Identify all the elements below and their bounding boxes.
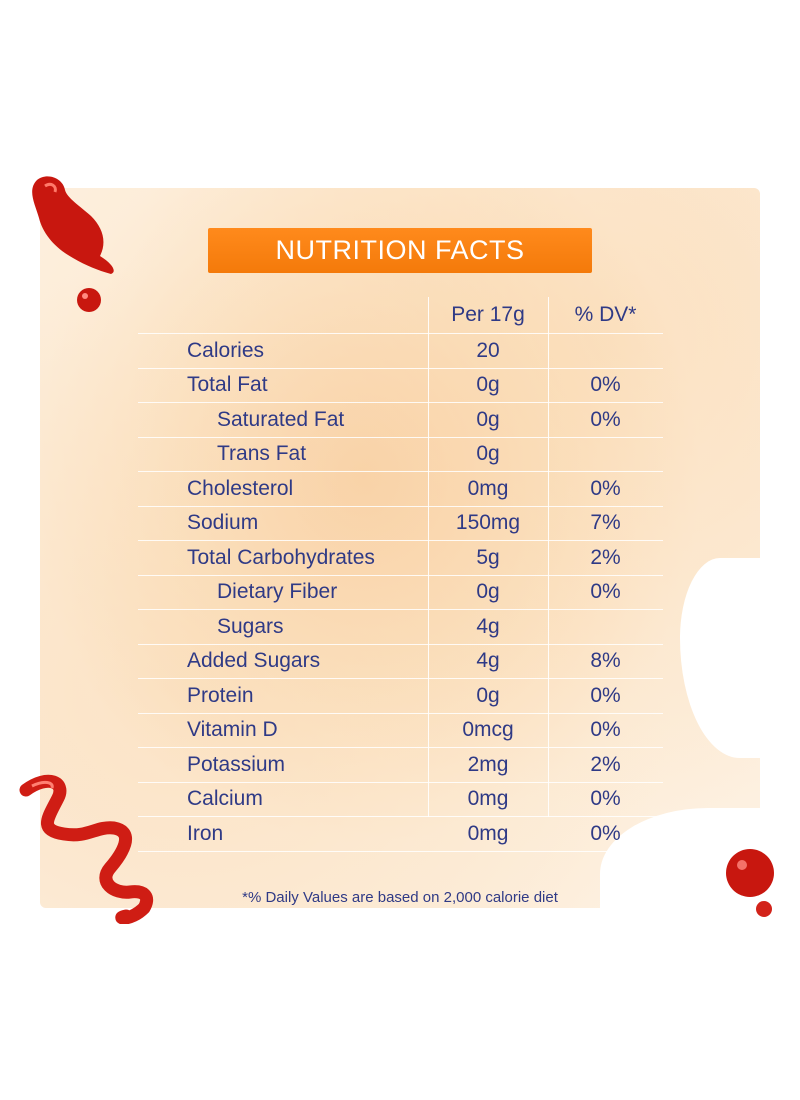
amount-per-serving: 0g [476, 442, 500, 466]
nutrient-name: Calories [187, 338, 265, 362]
table-row: Sodium 150mg 7% [138, 507, 663, 541]
table-row: Iron 0mg 0% [138, 817, 663, 852]
amount-per-serving: 0mcg [462, 718, 514, 742]
background-cutout [680, 558, 780, 758]
amount-per-serving: 4g [476, 649, 500, 673]
column-divider [428, 297, 429, 817]
daily-value-percent: 0% [590, 476, 621, 500]
nutrient-name: Protein [187, 683, 254, 707]
table-row: Vitamin D 0mcg 0% [138, 714, 663, 748]
amount-per-serving: 0mg [467, 821, 509, 845]
table-row: Dietary Fiber 0g 0% [138, 576, 663, 610]
column-divider [548, 297, 549, 817]
nutrient-name: Vitamin D [187, 718, 278, 742]
ketchup-squiggle [19, 774, 154, 924]
table-row: Sugars 4g [138, 610, 663, 645]
daily-value-percent: 8% [590, 649, 621, 673]
amount-per-serving: 150mg [455, 511, 521, 535]
footnote: *% Daily Values are based on 2,000 calor… [242, 889, 558, 906]
table-row: Saturated Fat 0g 0% [138, 403, 663, 438]
nutrient-name: Total Carbohydrates [187, 545, 375, 569]
table-row: Calcium 0mg 0% [138, 783, 663, 817]
header-daily-value: % DV* [574, 303, 637, 326]
watercolor-background [40, 188, 780, 918]
daily-value-percent: 0% [590, 821, 621, 845]
daily-value-percent: 0% [590, 718, 621, 742]
table-row: Total Fat 0g 0% [138, 369, 663, 403]
ketchup-drop-right [726, 849, 774, 917]
table-row: Added Sugars 4g 8% [138, 645, 663, 679]
amount-per-serving: 0g [476, 373, 500, 397]
nutrient-name: Dietary Fiber [217, 580, 338, 604]
table-header-row: Per 17g % DV* [138, 297, 663, 334]
amount-per-serving: 0g [476, 580, 500, 604]
header-per-serving: Per 17g [451, 303, 525, 326]
nutrient-name: Added Sugars [187, 649, 321, 673]
amount-per-serving: 0mg [467, 787, 509, 811]
daily-value-percent: 0% [590, 407, 621, 431]
nutrient-name: Trans Fat [217, 442, 307, 466]
daily-value-percent: 2% [590, 752, 621, 776]
nutrient-name: Sugars [217, 614, 284, 638]
nutrient-name: Total Fat [187, 373, 268, 397]
nutrient-name: Saturated Fat [217, 407, 345, 431]
amount-per-serving: 2mg [467, 752, 509, 776]
amount-per-serving: 5g [476, 545, 500, 569]
ketchup-splat-top-left [32, 176, 114, 312]
table-row: Protein 0g 0% [138, 679, 663, 714]
table-row: Potassium 2mg 2% [138, 748, 663, 783]
nutrient-name: Potassium [187, 752, 286, 776]
daily-value-percent: 0% [590, 787, 621, 811]
daily-value-percent: 2% [590, 545, 621, 569]
table-row: Cholesterol 0mg 0% [138, 472, 663, 507]
nutrient-name: Sodium [187, 511, 259, 535]
nutrient-name: Cholesterol [187, 476, 294, 500]
table-row: Trans Fat 0g [138, 438, 663, 472]
nutrient-name: Iron [187, 821, 224, 845]
amount-per-serving: 4g [476, 614, 500, 638]
nutrient-name: Calcium [187, 787, 263, 811]
daily-value-percent: 0% [590, 580, 621, 604]
daily-value-percent: 7% [590, 511, 621, 535]
daily-value-percent: 0% [590, 373, 621, 397]
nutrition-facts-title: NUTRITION FACTS [208, 228, 592, 273]
table-row: Total Carbohydrates 5g 2% [138, 541, 663, 576]
amount-per-serving: 0g [476, 407, 500, 431]
table-body: Calories 20 Total Fat 0g 0% Saturated Fat 0g 0%… [138, 334, 663, 852]
amount-per-serving: 0g [476, 683, 500, 707]
nutrition-table: Per 17g % DV* Calories 20 Total Fat 0g 0% Sat… [138, 297, 663, 852]
amount-per-serving: 0mg [467, 476, 509, 500]
amount-per-serving: 20 [476, 338, 500, 362]
table-row: Calories 20 [138, 334, 663, 369]
daily-value-percent: 0% [590, 683, 621, 707]
